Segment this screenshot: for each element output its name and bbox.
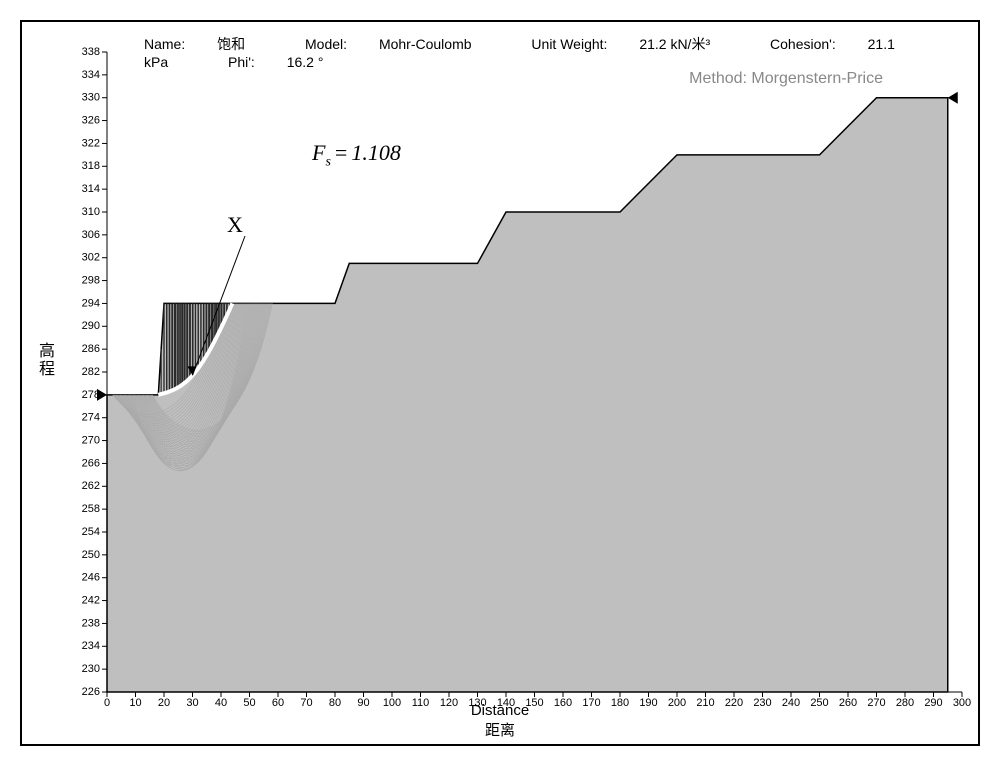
- y-tick-label: 274: [82, 412, 100, 424]
- y-tick-label: 326: [82, 114, 100, 126]
- y-tick-label: 302: [82, 252, 100, 264]
- x-tick-label: 210: [696, 697, 714, 709]
- plot-area: Name: 饱和 Model: Mohr-Coulomb Unit Weight…: [22, 22, 978, 744]
- y-tick-label: 290: [82, 320, 100, 332]
- y-tick-label: 262: [82, 480, 100, 492]
- x-tick-label: 120: [440, 697, 458, 709]
- x-tick-label: 70: [300, 697, 312, 709]
- x-tick-label: 200: [668, 697, 686, 709]
- x-tick-label: 30: [186, 697, 198, 709]
- y-tick-label: 282: [82, 366, 100, 378]
- x-tick-label: 300: [953, 697, 971, 709]
- y-tick-label: 266: [82, 457, 100, 469]
- y-tick-label: 294: [82, 297, 100, 309]
- x-tick-label: 90: [357, 697, 369, 709]
- x-tick-label: 100: [383, 697, 401, 709]
- y-tick-label: 322: [82, 137, 100, 149]
- y-tick-label: 250: [82, 549, 100, 561]
- y-tick-label: 310: [82, 206, 100, 218]
- y-tick-label: 314: [82, 183, 100, 195]
- x-tick-label: 50: [243, 697, 255, 709]
- x-tick-label: 140: [497, 697, 515, 709]
- x-tick-label: 290: [924, 697, 942, 709]
- y-tick-label: 258: [82, 503, 100, 515]
- y-tick-label: 298: [82, 274, 100, 286]
- x-tick-label: 40: [215, 697, 227, 709]
- x-tick-label: 170: [582, 697, 600, 709]
- x-tick-label: 250: [810, 697, 828, 709]
- x-tick-label: 160: [554, 697, 572, 709]
- y-tick-label: 242: [82, 594, 100, 606]
- x-tick-label: 190: [639, 697, 657, 709]
- y-tick-label: 270: [82, 434, 100, 446]
- x-tick-label: 220: [725, 697, 743, 709]
- y-tick-label: 254: [82, 526, 100, 538]
- x-tick-label: 80: [329, 697, 341, 709]
- x-tick-label: 150: [525, 697, 543, 709]
- y-tick-label: 306: [82, 229, 100, 241]
- y-tick-label: 278: [82, 389, 100, 401]
- outer-frame: Name: 饱和 Model: Mohr-Coulomb Unit Weight…: [20, 20, 980, 746]
- y-tick-label: 226: [82, 686, 100, 698]
- x-tick-label: 10: [129, 697, 141, 709]
- x-tick-label: 20: [158, 697, 170, 709]
- y-tick-label: 338: [82, 46, 100, 58]
- x-tick-label: 270: [867, 697, 885, 709]
- axes-svg: 0 10 20 30 40 50 60 70 80 90 100 110 120 130 140 150 160…: [22, 22, 982, 742]
- x-tick-label: 180: [611, 697, 629, 709]
- y-tick-label: 238: [82, 617, 100, 629]
- x-tick-label: 110: [412, 697, 430, 709]
- x-tick-label: 240: [782, 697, 800, 709]
- x-tick-label: 280: [896, 697, 914, 709]
- y-tick-label: 230: [82, 663, 100, 675]
- y-tick-label: 330: [82, 92, 100, 104]
- y-tick-label: 246: [82, 572, 100, 584]
- x-tick-label: 260: [839, 697, 857, 709]
- x-tick-label: 0: [104, 697, 110, 709]
- y-tick-label: 286: [82, 343, 100, 355]
- x-tick-label: 60: [272, 697, 284, 709]
- x-tick-label: 230: [753, 697, 771, 709]
- y-tick-label: 318: [82, 160, 100, 172]
- y-tick-label: 234: [82, 640, 100, 652]
- x-tick-label: 130: [468, 697, 486, 709]
- y-tick-label: 334: [82, 69, 100, 81]
